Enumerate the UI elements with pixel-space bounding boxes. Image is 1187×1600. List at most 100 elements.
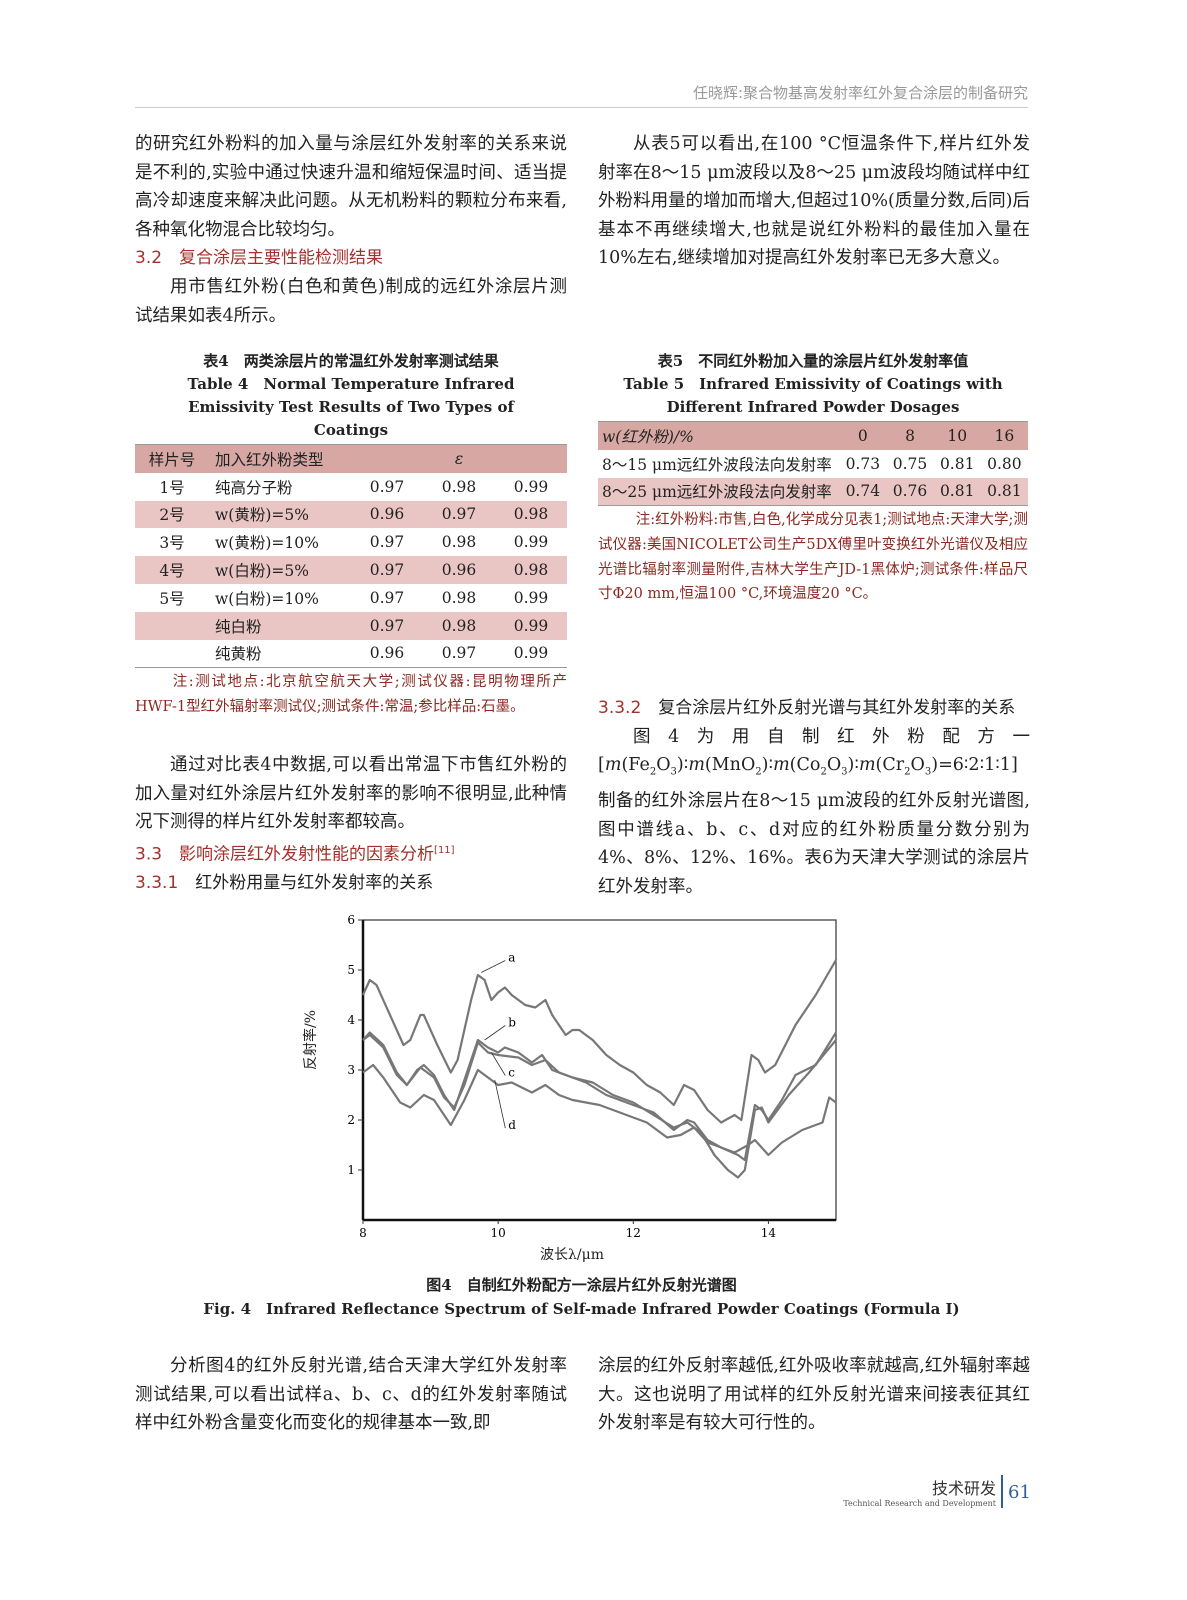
table-caption-cn: 表5 不同红外粉加入量的涂层片红外发射率值 (657, 352, 969, 370)
table-cell: 0.98 (495, 500, 567, 529)
y-tick-label: 5 (347, 963, 355, 977)
table-cell: 0.81 (933, 477, 981, 506)
section-title: 复合涂层主要性能检测结果 (179, 248, 384, 269)
section-number: 3.3.1 (135, 873, 179, 894)
table-cell: 0.98 (441, 588, 477, 607)
table-note: 注:测试地点:北京航空航天大学;测试仪器:昆明物理所产HWF-1型红外辐射率测试… (135, 674, 567, 715)
table-cell: 0.99 (513, 533, 549, 552)
section-title: 复合涂层片红外反射光谱与其红外发射率的关系 (658, 698, 1016, 718)
table-row: 5号 w(白粉)=10% 0.97 0.98 0.99 (135, 584, 567, 612)
table-header-row: w(红外粉)/% 0 8 10 16 (598, 421, 1028, 450)
x-tick-label: 8 (359, 1226, 367, 1240)
table-5: 表5 不同红外粉加入量的涂层片红外发射率值 Table 5 Infrared E… (598, 350, 1028, 607)
table-cell: 8～25 μm远红外波段法向发射率 (598, 477, 840, 506)
table-cell: w(黄粉)=5% (209, 500, 351, 529)
x-tick-label: 14 (761, 1226, 777, 1240)
right-column-bottom: 涂层的红外反射率越低,红外吸收率就越高,红外辐射率越大。这也说明了用试样的红外反… (598, 1352, 1030, 1438)
annotation-leader (491, 1052, 506, 1076)
table-cell: w(白粉)=10% (215, 589, 319, 608)
table-note: 注:红外粉料:市售,白色,化学成分见表1;测试地点:天津大学;测试仪器:美国NI… (598, 512, 1028, 603)
paragraph: 用市售红外粉(白色和黄色)制成的远红外涂层片测试结果如表4所示。 (135, 276, 567, 326)
table-cell: 0.97 (369, 533, 405, 552)
plot-frame (362, 919, 837, 1221)
table-cell: 0.73 (845, 454, 881, 473)
table-cell: w(黄粉)=10% (215, 534, 319, 553)
table-cell: 0.75 (892, 454, 928, 473)
table-row: 1号 纯高分子粉 0.97 0.98 0.99 (135, 473, 567, 501)
x-tick-label: 12 (626, 1226, 641, 1240)
annotation-leader (481, 960, 506, 973)
section-number: 3.3 (135, 844, 163, 865)
header-cell: 10 (933, 421, 981, 450)
text-run: ]制备的红外涂层片在8～15 μm波段的红外反射光谱图,图中谱线a、b、c、d对… (598, 755, 1030, 898)
table-cell: 0.97 (441, 644, 477, 663)
table-row: 3号 w(黄粉)=10% 0.97 0.98 0.99 (135, 528, 567, 556)
table-cell: 0.97 (423, 500, 495, 529)
table-cell: 0.81 (980, 477, 1028, 506)
paragraph: 从表5可以看出,在100 °C恒温条件下,样片红外发射率在8～15 μm波段以及… (598, 134, 1030, 269)
y-tick-label: 3 (347, 1063, 355, 1077)
table-cell: 0.97 (369, 477, 405, 496)
section-number: 3.2 (135, 248, 163, 269)
running-header: 任晓辉:聚合物基高发射率红外复合涂层的制备研究 (135, 82, 1028, 108)
figure-caption-cn: 图4 自制红外粉配方一涂层片红外反射光谱图 (426, 1276, 737, 1294)
header-cell: 样片号 (135, 444, 209, 473)
table-cell: 0.98 (423, 611, 495, 640)
table-cell: 0.81 (939, 454, 975, 473)
table-row: 2号 w(黄粉)=5% 0.96 0.97 0.98 (135, 500, 567, 529)
x-tick-label: 10 (491, 1226, 506, 1240)
table-cell: 0.97 (351, 611, 423, 640)
table-cell: 2号 (135, 500, 209, 529)
y-tick-label: 1 (347, 1163, 355, 1177)
header-cell: 16 (980, 421, 1028, 450)
annotation-label: b (508, 1016, 516, 1030)
table-cell: 8～15 μm远红外波段法向发射率 (602, 455, 832, 474)
table-header-row: 样片号 加入红外粉类型 ε (135, 444, 567, 473)
table-5-grid: w(红外粉)/% 0 8 10 16 8～15 μm远红外波段法向发射率 0.73… (598, 421, 1028, 507)
series-line-c (362, 1033, 837, 1179)
table-cell: 1号 (159, 478, 185, 497)
footer-section-en: Technical Research and Development (843, 1499, 996, 1508)
section-number: 3.3.2 (598, 698, 642, 718)
table-caption-cn: 表4 两类涂层片的常温红外发射率测试结果 (203, 352, 499, 370)
section-heading-3-3-1: 3.3.1 红外粉用量与红外发射率的关系 (135, 869, 567, 898)
section-title: 红外粉用量与红外发射率的关系 (195, 873, 434, 894)
table-cell: 0.96 (369, 644, 405, 663)
table-cell: 0.98 (441, 477, 477, 496)
table-cell: 纯白粉 (209, 611, 351, 640)
citation[interactable]: [11] (434, 844, 455, 856)
section-heading-3-3-2: 3.3.2 复合涂层片红外反射光谱与其红外发射率的关系 (598, 694, 1030, 723)
table-cell: 0.99 (513, 644, 549, 663)
series-line-d (362, 1063, 837, 1157)
table-cell: 0.97 (351, 556, 423, 584)
figure-caption-en: Fig. 4 Infrared Reflectance Spectrum of … (203, 1300, 960, 1318)
table-cell: 0.76 (886, 477, 934, 506)
table-cell: 0.98 (495, 556, 567, 584)
table-cell: 5号 (159, 589, 185, 608)
table-row: 8～15 μm远红外波段法向发射率 0.73 0.75 0.81 0.80 (598, 450, 1028, 478)
annotation-label: d (508, 1118, 516, 1132)
text-run: 图4为用自制红外粉配方一[ (598, 726, 1030, 776)
header-cell: 0 (839, 421, 887, 450)
table-row: 8～25 μm远红外波段法向发射率 0.74 0.76 0.81 0.81 (598, 477, 1028, 506)
paragraph: 通过对比表4中数据,可以看出常温下市售红外粉的加入量对红外涂层片红外发射率的影响… (135, 755, 567, 833)
table-cell: w(白粉)=5% (209, 556, 351, 584)
table-cell: 0.99 (495, 611, 567, 640)
right-column-lower: 3.3.2 复合涂层片红外反射光谱与其红外发射率的关系 图4为用自制红外粉配方一… (598, 694, 1030, 902)
y-tick-label: 2 (347, 1113, 355, 1127)
table-cell: 0.96 (351, 500, 423, 529)
annotation-leader (494, 1079, 506, 1129)
section-title: 影响涂层红外发射性能的因素分析 (179, 844, 435, 865)
paragraph: 图4为用自制红外粉配方一[m(Fe2O3)∶m(MnO2)∶m(Co2O3)∶m… (598, 726, 1030, 898)
table-cell: 0.74 (839, 477, 887, 506)
annotation-leader (484, 1025, 506, 1041)
table-cell: 3号 (159, 534, 185, 553)
section-heading-3-3: 3.3 影响涂层红外发射性能的因素分析[11] (135, 837, 567, 869)
y-tick-label: 4 (347, 1013, 355, 1027)
table-row: 纯白粉 0.97 0.98 0.99 (135, 611, 567, 640)
table-4: 表4 两类涂层片的常温红外发射率测试结果 Table 4 Normal Temp… (135, 350, 567, 720)
paragraph: 分析图4的红外反射光谱,结合天津大学红外发射率测试结果,可以看出试样a、b、c、… (135, 1356, 567, 1434)
table-caption-en: Table 4 Normal Temperature Infrared Emis… (187, 375, 515, 439)
paragraph: 涂层的红外反射率越低,红外吸收率就越高,红外辐射率越大。这也说明了用试样的红外反… (598, 1356, 1030, 1434)
